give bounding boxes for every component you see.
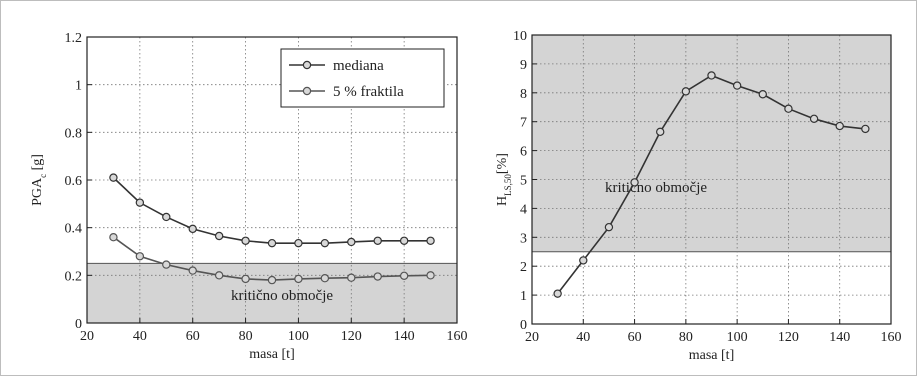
data-point [267, 238, 277, 248]
x-tick-label: 40 [133, 329, 147, 344]
critical-region-label: kritično območje [605, 180, 707, 196]
y-tick-label: 7 [520, 116, 527, 131]
x-tick-label: 140 [829, 330, 850, 345]
y-tick-label: 1 [75, 79, 82, 94]
data-point [707, 71, 716, 80]
y-axis-label-unit: [%] [495, 153, 510, 174]
y-axis-label: HLS,50[%] [495, 153, 513, 206]
y-tick-label: 4 [520, 202, 527, 217]
y-tick-label: 6 [520, 145, 527, 160]
data-point [241, 236, 250, 245]
chart-2: 20 40 60 80 100 120 140 160 0 1 2 3 4 5 6 7 8 9 10 masa [t]… [495, 29, 902, 363]
x-tick-label: 120 [341, 329, 362, 344]
y-tick-label: 10 [513, 29, 527, 44]
data-point [188, 224, 197, 234]
critical-region-label: kritično območje [231, 288, 333, 304]
data-point [681, 87, 691, 96]
y-tick-label: 1 [520, 289, 527, 304]
data-point [162, 212, 171, 222]
data-point [294, 238, 303, 248]
y-axis-label-unit: [g] [30, 154, 45, 174]
y-axis-label-main: H [495, 196, 510, 206]
data-point [630, 178, 639, 187]
y-axis-label-main: PGA [30, 177, 45, 206]
y-tick-label: 3 [520, 231, 527, 246]
data-point [758, 90, 767, 99]
data-point [656, 127, 665, 137]
data-point [373, 272, 382, 281]
critical-region [532, 35, 891, 252]
x-tick-label: 100 [288, 329, 309, 344]
x-axis-label: masa [t] [249, 347, 294, 362]
series-line-1 [112, 177, 431, 244]
x-tick-label: 60 [628, 330, 642, 345]
y-tick-label: 0.4 [65, 222, 83, 237]
y-tick-label: 0.2 [65, 269, 83, 284]
x-tick-label: 40 [576, 330, 590, 345]
y-axis-label: PGAc [g] [30, 154, 48, 206]
legend-entry: mediana [333, 58, 384, 74]
legend-marker [302, 86, 312, 96]
y-tick-label: 9 [520, 58, 527, 73]
data-point [241, 274, 250, 284]
data-point [604, 222, 614, 232]
legend: mediana 5 % fraktila [280, 48, 445, 108]
data-point [188, 266, 197, 275]
y-tick-label: 8 [520, 87, 527, 102]
x-tick-label: 100 [727, 330, 748, 345]
y-tick-label: 1.2 [65, 31, 83, 46]
data-point [347, 273, 356, 282]
data-point [732, 81, 742, 90]
data-point [835, 121, 844, 131]
y-axis-label-subscript: LS,50 [503, 174, 513, 196]
data-point [109, 173, 118, 182]
data-point [399, 271, 409, 281]
data-point [214, 231, 224, 241]
data-point [373, 236, 382, 245]
data-point [135, 198, 145, 207]
data-point [809, 114, 819, 124]
data-point [135, 252, 145, 261]
x-tick-label: 60 [186, 329, 200, 344]
y-tick-label: 0.8 [65, 126, 83, 141]
legend-entry: 5 % fraktila [333, 84, 404, 100]
x-tick-label: 160 [881, 330, 902, 345]
x-tick-label: 160 [447, 329, 468, 344]
x-tick-label: 80 [239, 329, 253, 344]
data-point [426, 236, 435, 245]
x-tick-label: 80 [679, 330, 693, 345]
data-point [579, 256, 588, 265]
critical-region [87, 263, 457, 323]
x-tick-label: 120 [778, 330, 799, 345]
y-tick-label: 0 [520, 318, 527, 333]
data-point [214, 271, 224, 280]
y-tick-label: 0 [75, 317, 82, 332]
data-point [553, 289, 562, 298]
data-point [320, 238, 330, 248]
data-point [267, 275, 277, 285]
y-tick-label: 2 [520, 260, 527, 275]
data-point [347, 237, 356, 247]
x-tick-label: 20 [80, 329, 94, 344]
legend-box [280, 48, 445, 108]
chart-1: 20 40 60 80 100 120 140 160 0 0.2 0.4 0.6 0.8 1 1.2 mas… [30, 31, 468, 362]
data-point [784, 104, 793, 113]
y-axis-label-subscript: c [38, 174, 48, 178]
x-tick-label: 140 [394, 329, 415, 344]
data-point [294, 274, 303, 284]
data-point [861, 124, 870, 134]
data-point [162, 260, 171, 269]
data-point [320, 273, 330, 283]
y-tick-label: 5 [520, 174, 527, 189]
data-point [109, 232, 118, 242]
x-tick-label: 20 [525, 330, 539, 345]
legend-marker [302, 60, 312, 70]
x-axis-label: masa [t] [689, 348, 734, 363]
y-tick-label: 0.6 [65, 174, 83, 189]
data-point [399, 236, 409, 245]
data-point [426, 271, 435, 280]
